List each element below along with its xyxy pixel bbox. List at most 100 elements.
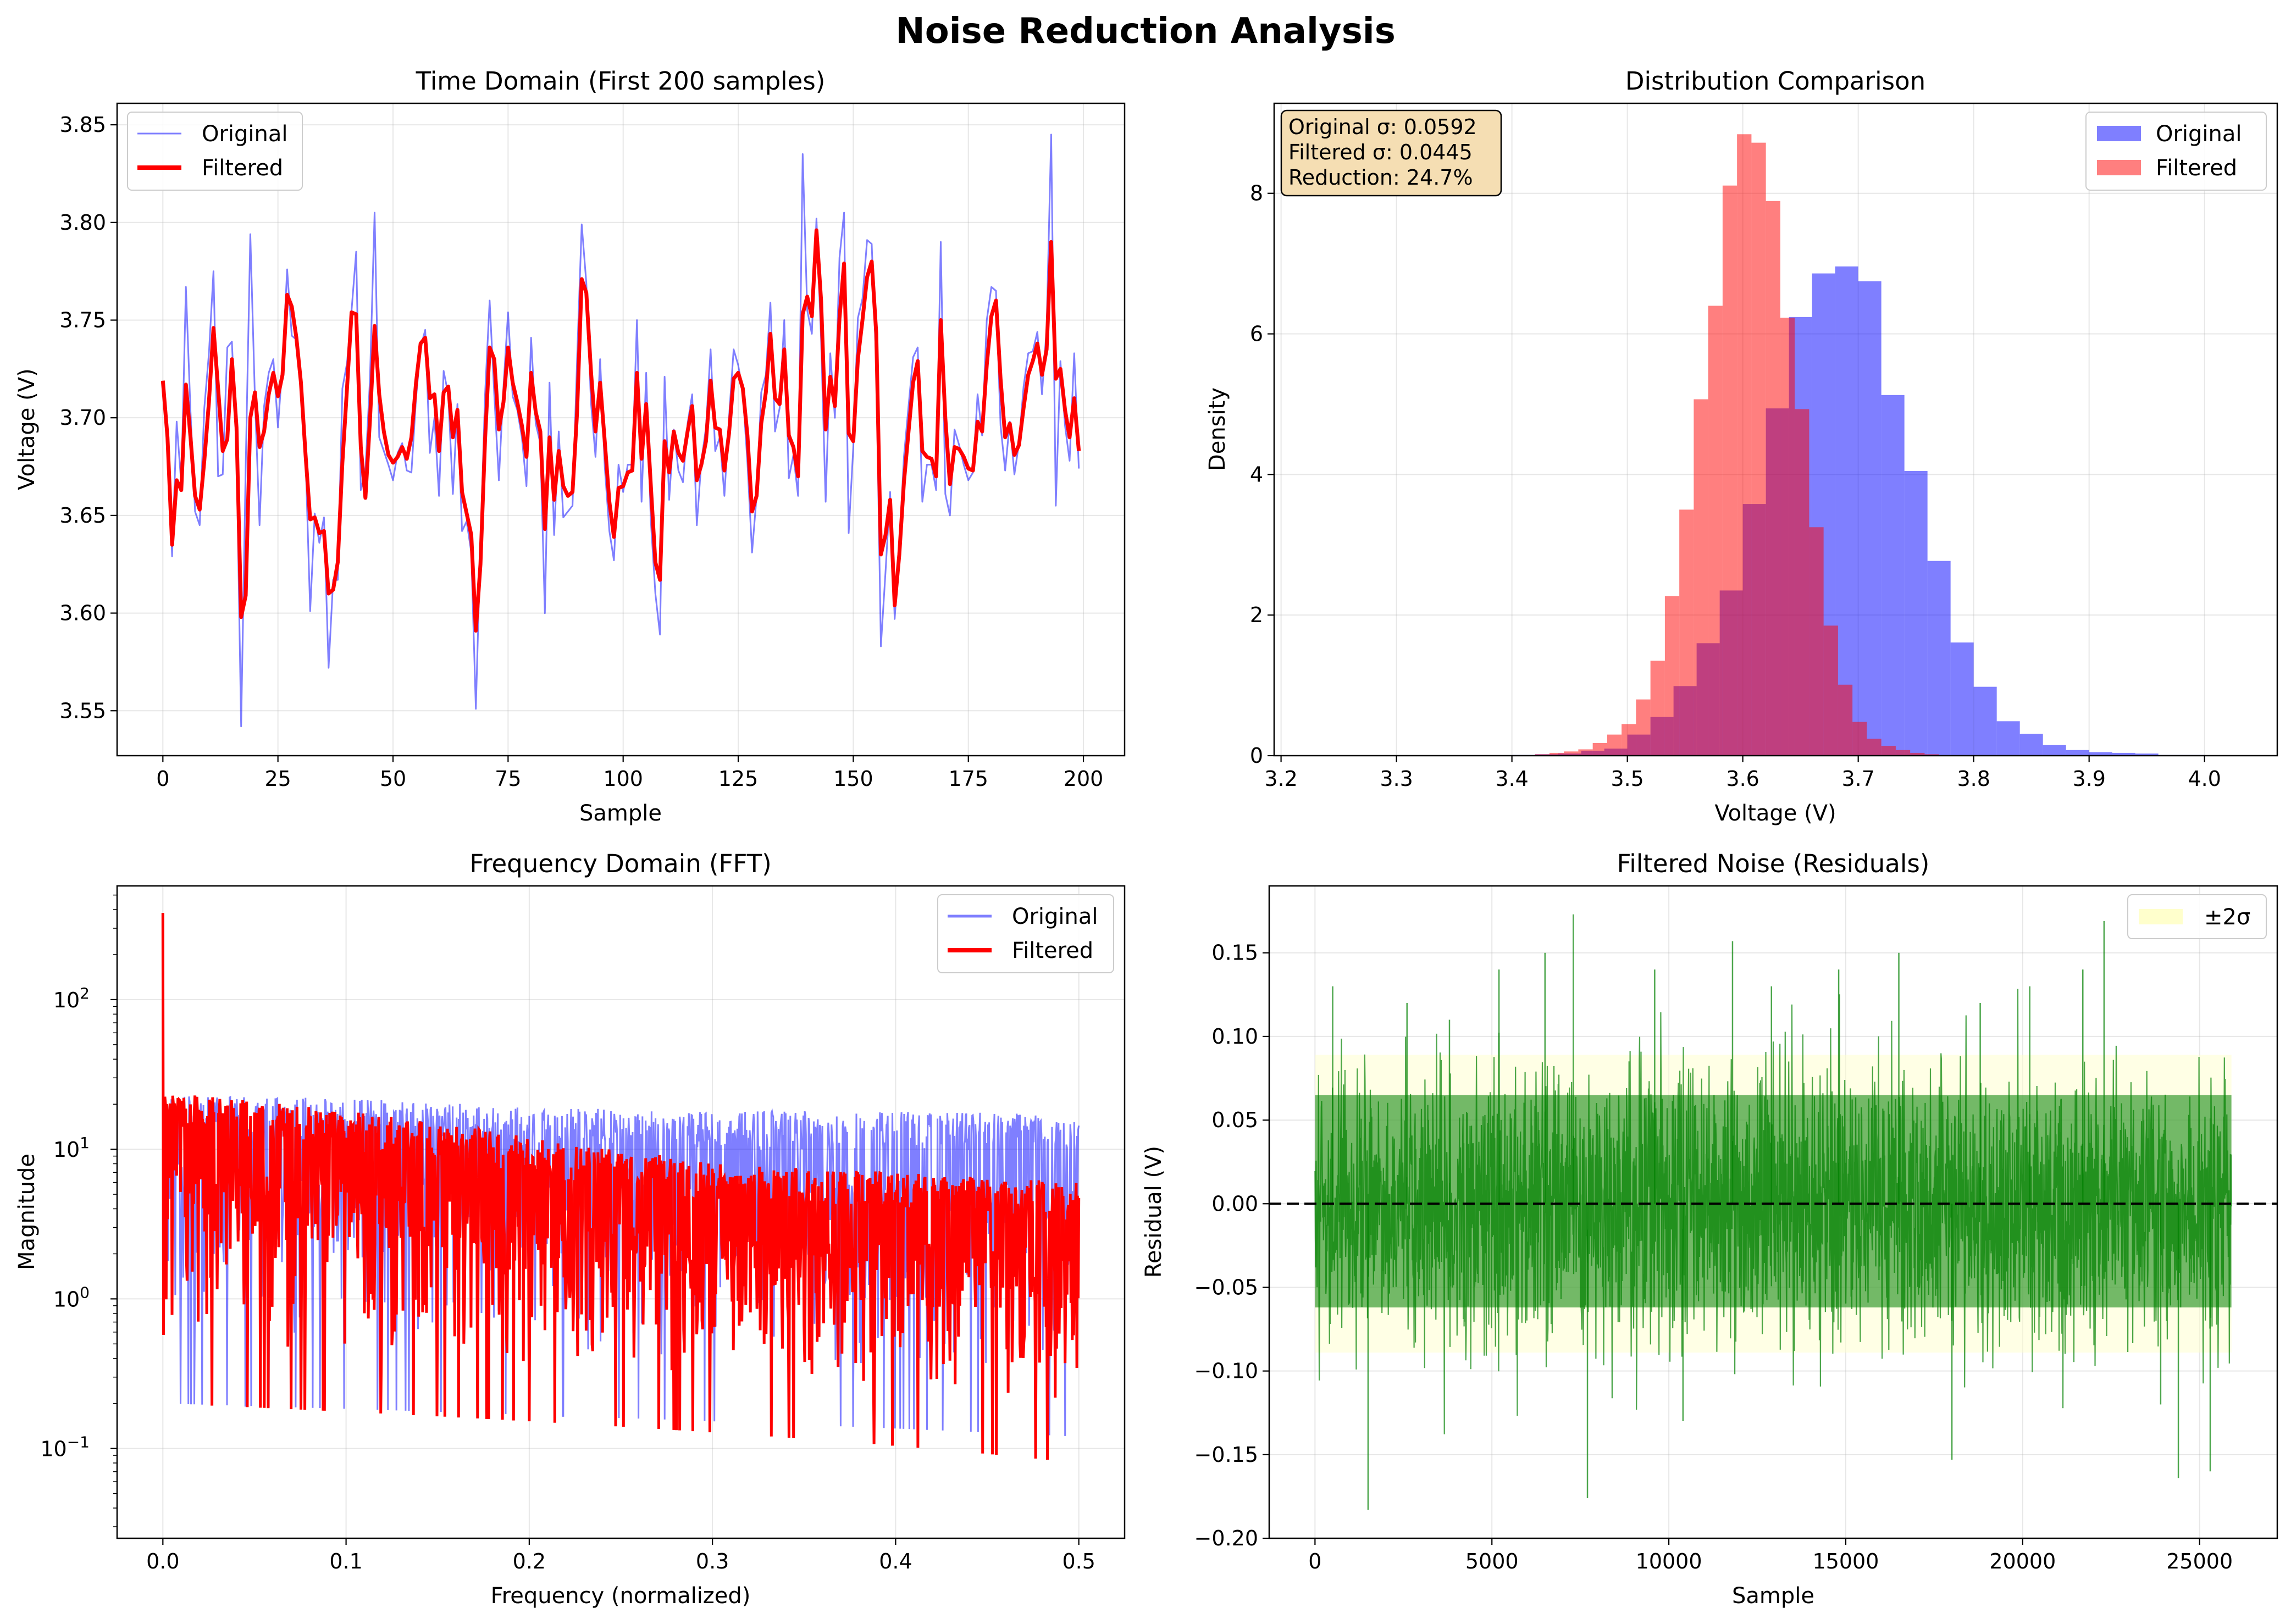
x-tick-label: 15000 [1813,1549,1879,1573]
y-tick-label: 10−1 [40,1433,90,1461]
hist-bar-filtered [1535,754,1550,756]
time-title: Time Domain (First 200 samples) [416,66,826,96]
hist-bar-original [2135,753,2159,756]
time-grid [117,103,1125,756]
hist-bar-original [2019,734,2043,756]
dist-xlabel: Voltage (V) [1714,801,1836,826]
x-tick-label: 3.7 [1841,767,1874,791]
y-tick-label: 3.60 [59,601,106,625]
fft-legend-original: Original [1012,904,1098,929]
fft-xlabel: Frequency (normalized) [491,1583,751,1609]
y-tick-label: 0.05 [1211,1108,1258,1132]
hist-bar-filtered [1823,625,1838,756]
hist-bar-filtered [1809,527,1824,756]
resid-xlabel: Sample [1732,1583,1814,1609]
x-tick-label: 3.2 [1264,767,1297,791]
hist-bar-filtered [1622,724,1636,756]
hist-bar-original [1858,281,1882,756]
fft-series-filtered [161,913,1081,1460]
y-tick-label: 0.00 [1211,1191,1258,1216]
x-tick-label: 20000 [1989,1549,2056,1573]
hist-bar-filtered [1910,752,1925,756]
time-plot-area [161,134,1081,728]
hist-bar-filtered [1636,699,1651,756]
hist-bar-filtered [1751,142,1766,756]
x-tick-label: 0.4 [879,1549,912,1573]
x-tick-label: 3.3 [1380,767,1413,791]
hist-bar-filtered [1607,734,1622,756]
hist-bar-filtered [1867,739,1882,756]
hist-bar-filtered [1924,754,1939,756]
hist-bar-filtered [1664,596,1680,756]
hist-bar-original [1881,395,1905,756]
dist-annotation-line-3: Reduction: 24.7% [1288,165,1473,190]
y-tick-label: 3.85 [59,113,106,137]
fft-ticks: 0.0 0.1 0.2 0.3 0.4 0.5 10−1 100 101 102 [40,894,1095,1573]
hist-bar-filtered [1592,742,1607,756]
hist-bar-original [2043,745,2066,756]
hist-bar-filtered [1578,749,1593,756]
x-tick-label: 150 [833,767,873,791]
y-tick-label: 3.70 [59,406,106,430]
y-tick-label: 2 [1250,603,1263,627]
fft-ylabel: Magnitude [14,1154,40,1270]
dist-ticks: 3.2 3.3 3.4 3.5 3.6 3.7 3.8 3.9 4.0 0 2 4 6 8 [1250,181,2221,791]
x-tick-label: 0 [1308,1549,1321,1573]
time-axes-frame [116,102,1126,757]
hist-bar-original [1996,721,2020,756]
y-tick-label: −0.05 [1194,1275,1258,1299]
x-tick-label: 100 [603,767,643,791]
time-legend-box [127,112,303,191]
dist-legend-original-swatch [2097,126,2141,141]
dist-annotation-line-1: Original σ: 0.0592 [1288,115,1477,139]
y-tick-label: 0.10 [1211,1024,1258,1049]
x-tick-label: 3.4 [1495,767,1528,791]
x-tick-label: 200 [1064,767,1104,791]
resid-title: Filtered Noise (Residuals) [1617,849,1930,878]
dist-plot-area [1512,134,2205,756]
y-tick-label: −0.15 [1194,1443,1258,1467]
y-tick-label: 0.15 [1211,941,1258,965]
x-tick-label: 0 [156,767,169,791]
time-ticks: 0 25 50 75 100 125 150 175 200 3.55 3.60 3.65 3.70 3.… [59,113,1103,791]
resid-legend: ±2σ [2127,894,2267,939]
x-tick-label: 0.5 [1062,1549,1095,1573]
hist-bar-original [1835,266,1858,756]
hist-bar-filtered [1780,318,1795,756]
y-tick-label: 6 [1250,322,1263,346]
x-tick-label: 75 [495,767,521,791]
dist-legend: Original Filtered [2085,112,2267,191]
x-tick-label: 0.3 [696,1549,729,1573]
resid-ticks: 0 5000 10000 15000 20000 25000 −0.20 −0.15 −0.10… [1194,941,2233,1573]
hist-bar-filtered [1895,750,1911,756]
fft-legend-box [937,894,1114,973]
figure-suptitle: Noise Reduction Analysis [895,11,1396,52]
x-tick-label: 3.8 [1957,767,1990,791]
dist-axes-frame [1273,102,2278,757]
x-tick-label: 0.2 [513,1549,546,1573]
hist-bar-original [2089,752,2112,756]
x-tick-label: 10000 [1636,1549,1702,1573]
time-series-original [162,134,1080,728]
x-tick-label: 0.0 [146,1549,179,1573]
dist-annotation-box [1280,109,1502,197]
fft-plot-area [161,913,1081,1460]
x-tick-label: 25 [264,767,291,791]
hist-bar-filtered [1737,134,1752,756]
x-tick-label: 0.1 [329,1549,362,1573]
resid-legend-box [2127,894,2267,939]
dist-ylabel: Density [1205,387,1230,471]
resid-plot-area [1269,914,2277,1510]
hist-bar-filtered [1722,185,1737,756]
x-tick-label: 5000 [1465,1549,1519,1573]
hist-bar-filtered [1708,306,1723,756]
y-tick-label: 102 [53,984,90,1012]
x-tick-label: 125 [718,767,759,791]
hist-bar-original [1950,642,1974,756]
y-tick-label: 3.65 [59,503,106,528]
time-domain-panel: 0 25 50 75 100 125 150 175 200 3.55 3.60 3.65 3.70 3.… [14,66,1126,826]
distribution-panel: 3.2 3.3 3.4 3.5 3.6 3.7 3.8 3.9 4.0 0 2 4 6 8 Distrib… [1205,66,2278,826]
y-tick-label: 4 [1250,462,1263,486]
hist-bar-filtered [1881,746,1896,756]
